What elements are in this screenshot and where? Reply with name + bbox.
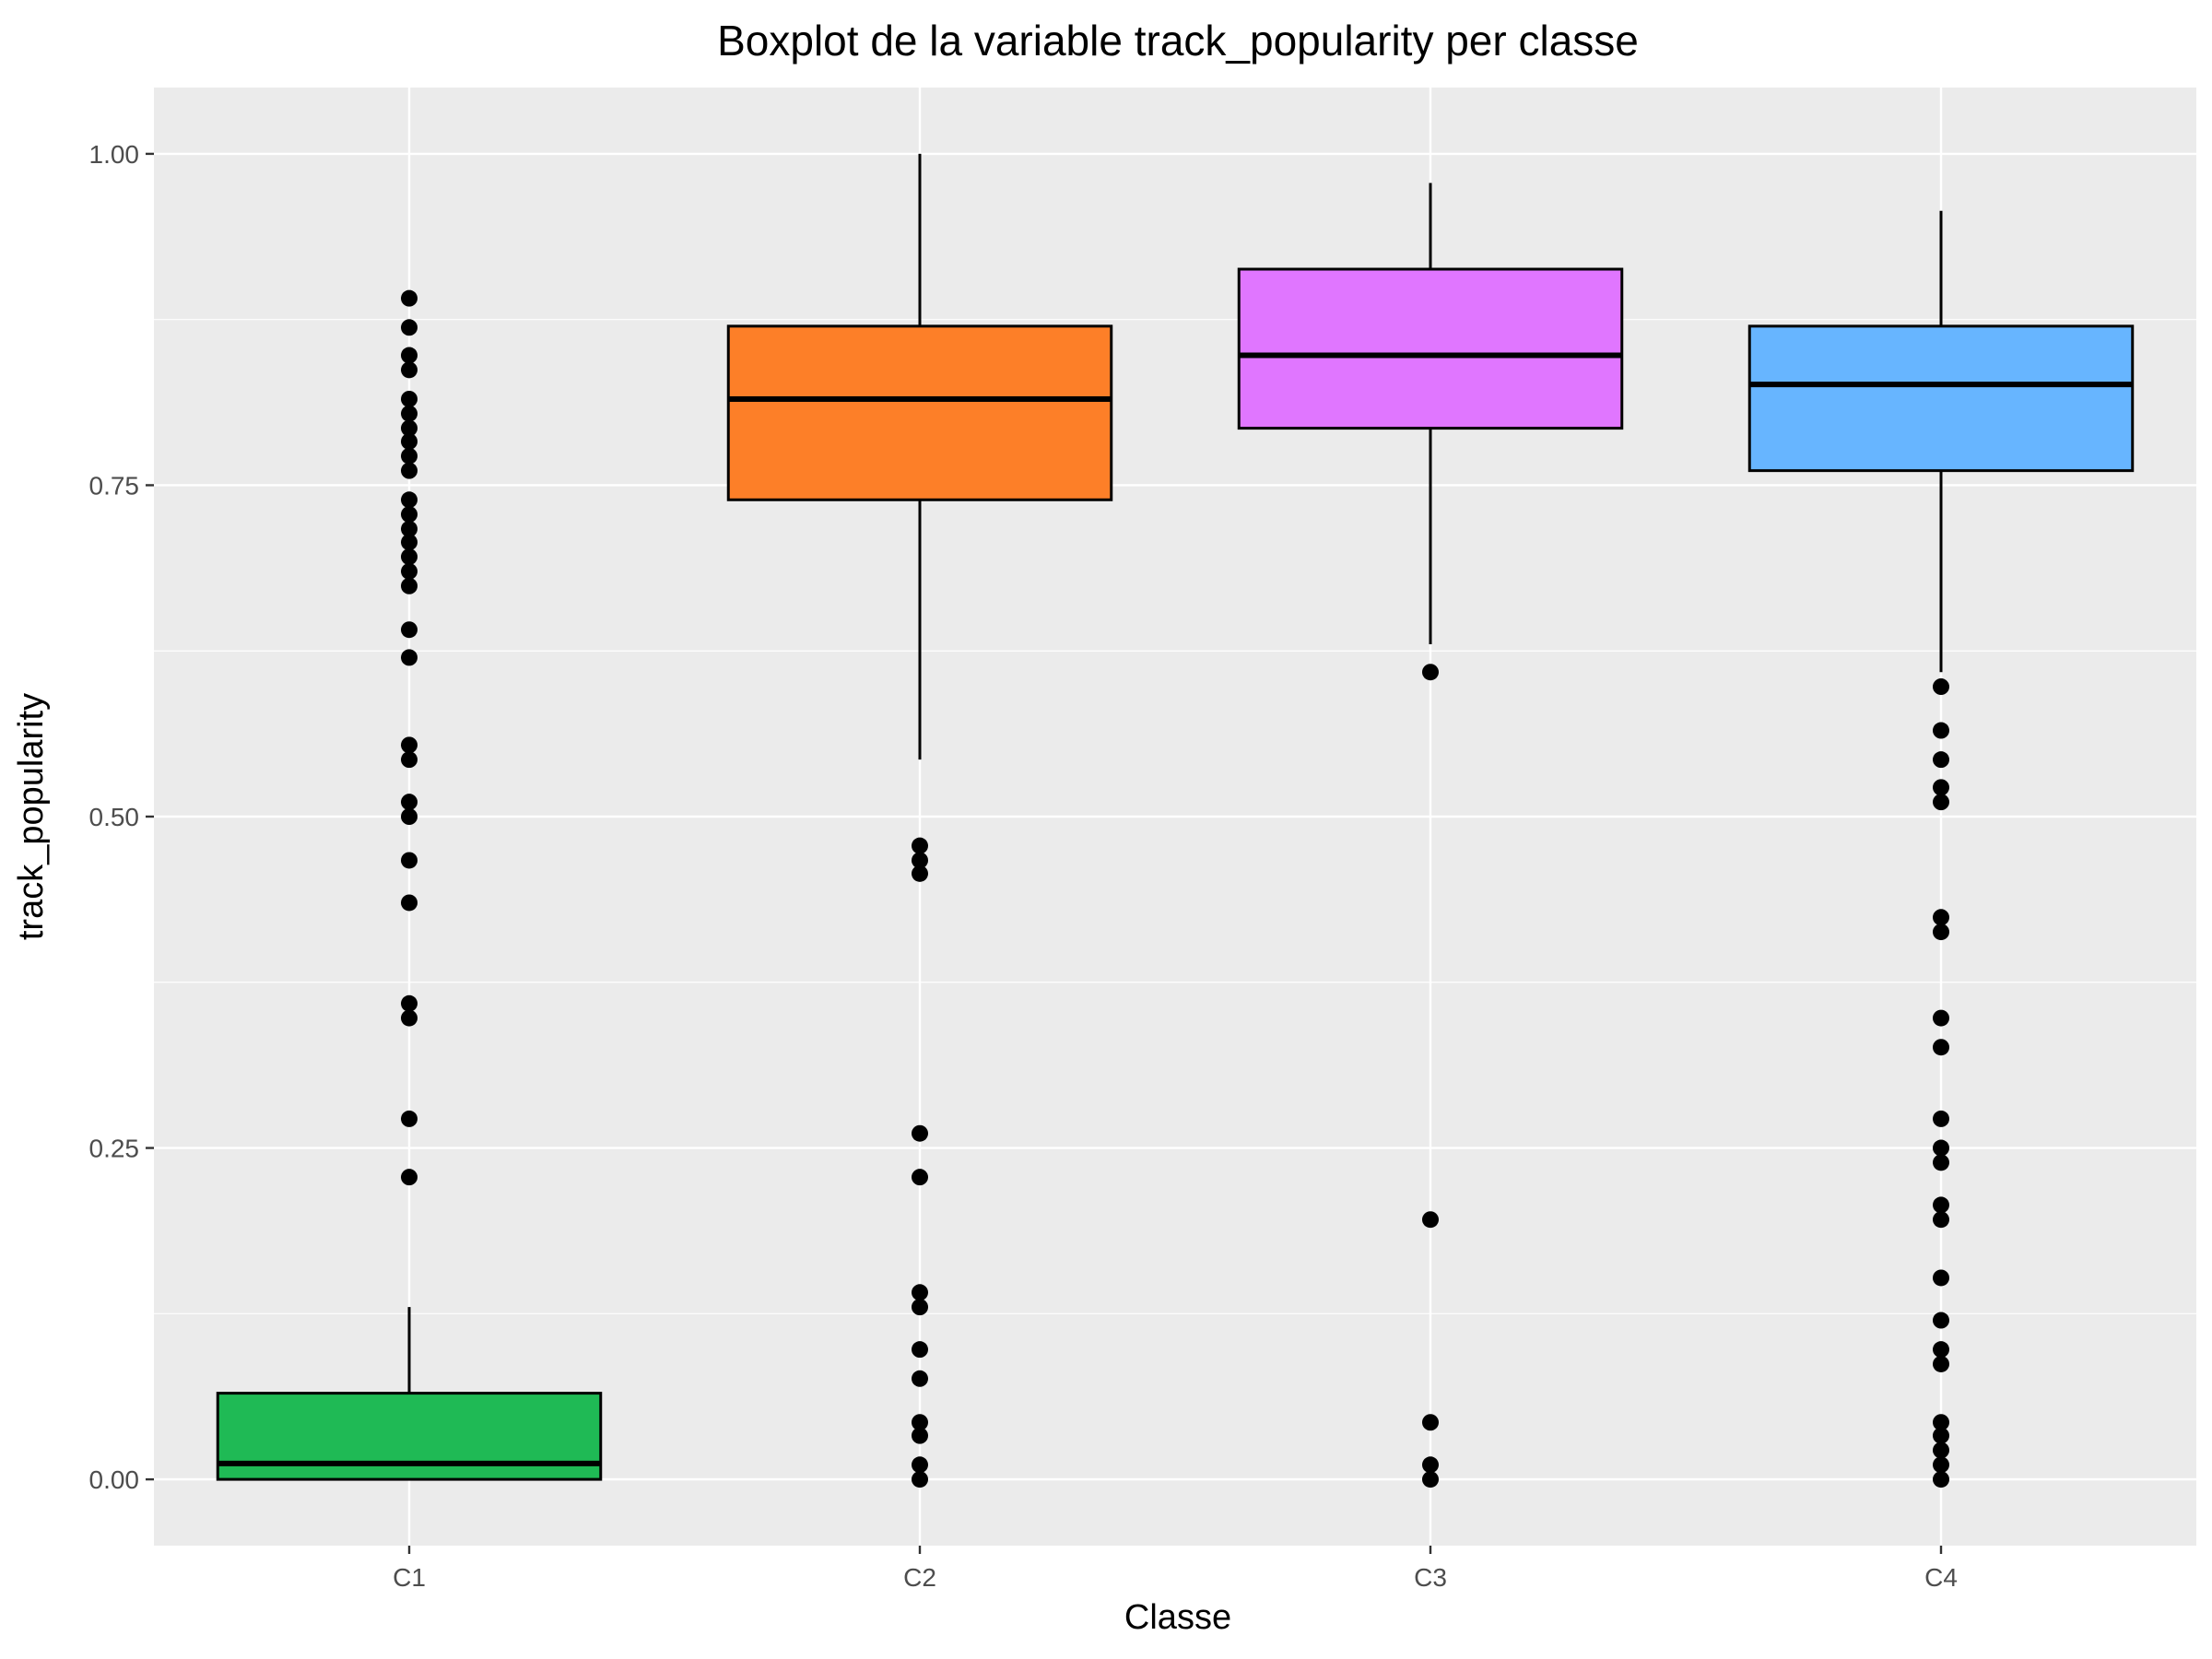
outlier-point (1422, 1414, 1439, 1431)
outlier-point (1933, 909, 1949, 926)
x-tick-label: C4 (1924, 1563, 1958, 1592)
outlier-point (401, 751, 418, 769)
outlier-point (401, 534, 418, 551)
outlier-point (401, 390, 418, 407)
outlier-point (1933, 1355, 1949, 1372)
outlier-point (1933, 1110, 1949, 1127)
y-tick-label: 0.50 (89, 803, 140, 831)
outlier-point (912, 852, 928, 869)
outlier-point (401, 994, 418, 1012)
outlier-point (912, 1414, 928, 1431)
outlier-point (401, 447, 418, 465)
outlier-point (912, 1169, 928, 1186)
outlier-point (912, 1471, 928, 1488)
outlier-point (401, 852, 418, 869)
outlier-point (1933, 924, 1949, 941)
outlier-point (1933, 779, 1949, 796)
outlier-point (401, 462, 418, 479)
box-group-c1 (216, 289, 603, 1481)
outlier-point (1933, 794, 1949, 811)
box-iqr (216, 1392, 603, 1481)
y-tick-label: 0.25 (89, 1135, 140, 1163)
outlier-point (1933, 1139, 1949, 1157)
outlier-point (401, 736, 418, 754)
outlier-point (401, 520, 418, 537)
y-tick-label: 0.00 (89, 1465, 140, 1494)
outlier-point (401, 562, 418, 580)
outlier-point (1933, 722, 1949, 739)
outlier-point (401, 649, 418, 666)
box-group-c2 (726, 153, 1113, 1488)
outlier-point (1933, 1456, 1949, 1474)
outlier-point (401, 808, 418, 825)
y-tick-label: 0.75 (89, 471, 140, 500)
outlier-point (912, 865, 928, 882)
outlier-point (401, 419, 418, 437)
outlier-point (401, 405, 418, 422)
outlier-point (401, 289, 418, 307)
outlier-point (401, 794, 418, 811)
outlier-point (401, 1009, 418, 1027)
outlier-point (401, 506, 418, 524)
outlier-point (401, 319, 418, 336)
x-tick-label: C3 (1414, 1563, 1447, 1592)
outlier-point (401, 621, 418, 639)
outlier-point (1933, 1154, 1949, 1171)
x-tick-label: C2 (903, 1563, 936, 1592)
outlier-point (1422, 664, 1439, 681)
boxes-layer (216, 153, 2135, 1488)
outlier-point (1933, 1009, 1949, 1027)
box-iqr (1747, 324, 2135, 473)
y-tick-label: 1.00 (89, 140, 140, 169)
outlier-point (401, 491, 418, 509)
outlier-point (912, 1124, 928, 1142)
outlier-point (1933, 751, 1949, 769)
outlier-point (401, 432, 418, 450)
box-iqr (1237, 267, 1624, 430)
outlier-point (401, 548, 418, 566)
box-iqr (726, 324, 1113, 501)
outlier-point (1933, 678, 1949, 696)
box-group-c3 (1237, 182, 1624, 1488)
outlier-point (1933, 1341, 1949, 1359)
outlier-point (1933, 1312, 1949, 1329)
outlier-point (1933, 1427, 1949, 1444)
outlier-point (401, 577, 418, 594)
outlier-point (912, 1284, 928, 1301)
outlier-point (1933, 1471, 1949, 1488)
chart-title: Boxplot de la variable track_popularity … (717, 17, 1639, 65)
outlier-point (1422, 1471, 1439, 1488)
outlier-point (912, 1341, 928, 1359)
box-group-c4 (1747, 210, 2135, 1488)
outlier-point (1933, 1196, 1949, 1214)
outlier-point (912, 1299, 928, 1316)
outlier-point (401, 361, 418, 379)
outlier-point (1933, 1269, 1949, 1287)
outlier-point (912, 1456, 928, 1474)
outlier-point (401, 347, 418, 364)
outlier-point (401, 894, 418, 912)
x-tick-label: C1 (393, 1563, 426, 1592)
outlier-point (1933, 1211, 1949, 1229)
outlier-point (401, 1169, 418, 1186)
outlier-point (1933, 1441, 1949, 1459)
outlier-point (1422, 1211, 1439, 1229)
x-axis-title: Classe (1124, 1598, 1231, 1637)
outlier-point (912, 837, 928, 854)
outlier-point (1933, 1414, 1949, 1431)
outlier-point (1933, 1039, 1949, 1056)
outlier-point (401, 1110, 418, 1127)
outlier-point (912, 1370, 928, 1387)
outlier-point (1422, 1456, 1439, 1474)
y-axis-title: track_popularity (12, 693, 51, 940)
axes-layer: 0.00 0.25 0.50 0.75 1.00 C1 C2 C3 C4 (89, 140, 1958, 1592)
outlier-point (912, 1427, 928, 1444)
